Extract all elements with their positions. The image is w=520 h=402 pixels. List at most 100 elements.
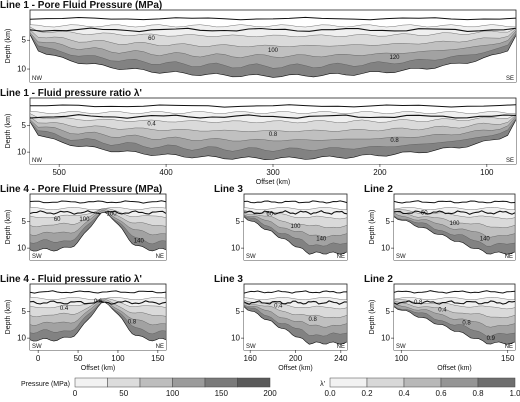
seafloor-line bbox=[244, 200, 347, 204]
pressure-legend-swatch bbox=[107, 377, 141, 388]
y-tick-label: 10 bbox=[17, 148, 26, 157]
contour-label: 100 bbox=[268, 48, 279, 54]
pressure-legend-tick: 0 bbox=[73, 389, 78, 398]
x-tick-label: 400 bbox=[159, 168, 173, 177]
contour-label: 140 bbox=[316, 237, 327, 243]
y-axis-label: Depth (km) bbox=[369, 300, 376, 335]
panel-title: Line 3 bbox=[214, 184, 243, 195]
section-body: 0.8 0.4 0.8 0.9 bbox=[394, 290, 515, 350]
below-basement bbox=[30, 212, 166, 260]
y-tick-label: 5 bbox=[22, 36, 27, 45]
below-basement bbox=[394, 217, 515, 260]
horizon-line bbox=[30, 27, 516, 33]
contour-label: 0.6 bbox=[94, 299, 103, 305]
panel-8: Line 2 0.8 0.4 0.8 0.9 SW NE 5 10 Depth (km) 100 15… bbox=[364, 274, 516, 372]
pressure-legend-label: Pressure (MPa) bbox=[21, 381, 70, 388]
panels-group: Line 1 - Pore Fluid Pressure (MPa)601001… bbox=[0, 0, 517, 372]
y-tick-label: 10 bbox=[17, 334, 26, 343]
x-tick-label: 100 bbox=[480, 168, 494, 177]
x-tick-label: 200 bbox=[289, 354, 303, 363]
y-tick-label: 10 bbox=[231, 244, 240, 253]
side-label-right: SE bbox=[506, 76, 514, 82]
side-label-right: SE bbox=[506, 158, 514, 164]
below-basement bbox=[244, 307, 347, 350]
panel-title: Line 4 - Pore Fluid Pressure (MPa) bbox=[0, 184, 162, 195]
x-tick-label: 500 bbox=[52, 168, 66, 177]
contour-label: 140 bbox=[134, 238, 145, 244]
contour-label: 0.8 bbox=[128, 319, 137, 325]
panel-5: Line 2 60 100 140 SW NE 5 10 Depth (km) bbox=[364, 184, 516, 261]
y-tick-label: 5 bbox=[236, 217, 241, 226]
x-tick-label: 160 bbox=[244, 354, 258, 363]
side-label-left: SW bbox=[32, 344, 42, 350]
pressure-legend: Pressure (MPa)0 50 100 150 200 bbox=[21, 377, 277, 398]
lambda-legend-label: λ' bbox=[320, 381, 325, 388]
lambda-legend-tick: 0.6 bbox=[435, 389, 447, 398]
below-basement bbox=[244, 217, 347, 260]
contour-label: 0.9 bbox=[487, 336, 496, 342]
seafloor-line bbox=[244, 290, 347, 294]
horizon-line bbox=[244, 300, 347, 305]
y-tick-label: 10 bbox=[17, 244, 26, 253]
side-label-right: NE bbox=[156, 254, 164, 260]
lambda-legend-swatch bbox=[477, 377, 516, 388]
side-label-left: SW bbox=[32, 254, 42, 260]
lambda-legend-tick: 1.0 bbox=[509, 389, 520, 398]
side-label-left: NW bbox=[32, 76, 42, 82]
panel-title: Line 1 - Fluid pressure ratio λ' bbox=[0, 88, 142, 99]
lambda-legend-swatch bbox=[440, 377, 479, 388]
panel-3: Line 4 - Pore Fluid Pressure (MPa) 60 100 1… bbox=[0, 184, 167, 261]
panel-title: Line 4 - Fluid pressure ratio λ' bbox=[0, 274, 142, 285]
side-label-right: NE bbox=[156, 344, 164, 350]
pressure-legend-swatch bbox=[237, 377, 271, 388]
below-basement bbox=[30, 120, 516, 164]
contour-label: 0.8 bbox=[414, 300, 423, 306]
panel-title: Line 3 bbox=[214, 274, 243, 285]
seafloor-line bbox=[394, 200, 515, 204]
contour-label: 0.8 bbox=[462, 320, 471, 326]
panel-title: Line 2 bbox=[364, 274, 393, 285]
section-body: 60 100 140 bbox=[244, 200, 347, 260]
pressure-legend-tick: 200 bbox=[263, 389, 277, 398]
lambda-legend-tick: 0.8 bbox=[472, 389, 484, 398]
lambda-legend-swatch bbox=[329, 377, 368, 388]
x-axis-label: Offset (km) bbox=[437, 365, 471, 372]
panel-7: Line 3 0.4 0.8 SW NE 5 10 160 200 240 Offset (km) bbox=[214, 274, 348, 372]
y-tick-label: 5 bbox=[236, 307, 241, 316]
contour-label: 0.4 bbox=[438, 308, 447, 314]
horizon-line bbox=[30, 210, 166, 215]
y-axis-label: Depth (km) bbox=[5, 29, 12, 64]
pressure-legend-tick: 150 bbox=[215, 389, 229, 398]
contour-label: 0.4 bbox=[274, 303, 283, 309]
y-tick-label: 5 bbox=[22, 217, 27, 226]
y-axis-label: Depth (km) bbox=[369, 210, 376, 245]
x-tick-label: 300 bbox=[266, 168, 280, 177]
side-label-left: NW bbox=[32, 158, 42, 164]
side-label-right: NE bbox=[505, 344, 513, 350]
contour-label: 60 bbox=[148, 36, 155, 42]
contour-label: 0.4 bbox=[147, 122, 156, 128]
contour-label: 100 bbox=[79, 217, 90, 223]
x-tick-label: 240 bbox=[334, 354, 348, 363]
x-tick-label: 100 bbox=[111, 354, 125, 363]
x-axis-label: Offset (km) bbox=[256, 179, 290, 186]
horizon-line bbox=[30, 114, 516, 119]
side-label-left: SW bbox=[396, 254, 406, 260]
panel-title: Line 2 bbox=[364, 184, 393, 195]
section-body: 60 100 120 bbox=[30, 16, 516, 82]
y-axis-label: Depth (km) bbox=[5, 210, 12, 245]
lambda-legend-tick: 0.0 bbox=[324, 389, 336, 398]
pressure-legend-swatch bbox=[74, 377, 108, 388]
contour-label: 100 bbox=[107, 212, 118, 218]
side-label-right: NE bbox=[337, 254, 345, 260]
below-basement bbox=[30, 35, 516, 82]
horizon-line bbox=[394, 210, 515, 215]
panel-2: Line 1 - Fluid pressure ratio λ'0.40.80.… bbox=[0, 88, 517, 186]
contour-label: 0.8 bbox=[269, 132, 278, 138]
y-tick-label: 5 bbox=[386, 307, 391, 316]
lambda-legend-tick: 0.2 bbox=[361, 389, 373, 398]
seafloor-line bbox=[30, 104, 516, 108]
x-axis-label: Offset (km) bbox=[278, 365, 312, 372]
side-label-left: SW bbox=[246, 254, 256, 260]
